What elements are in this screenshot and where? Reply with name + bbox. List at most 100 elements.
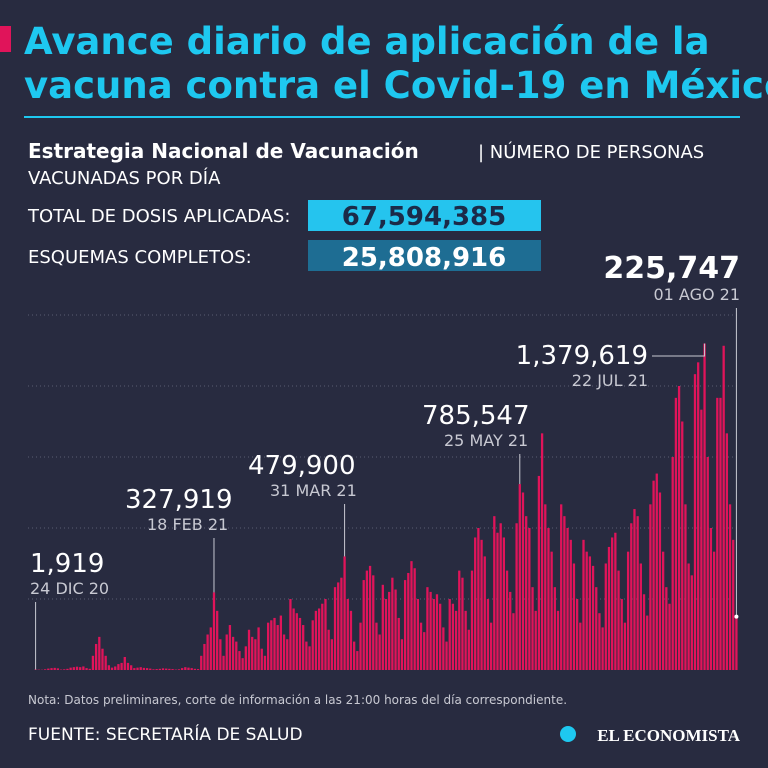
- bar: [591, 565, 595, 670]
- total-label: TOTAL DE DOSIS APLICADAS:: [27, 206, 290, 227]
- bar: [403, 580, 407, 670]
- bar: [611, 537, 614, 670]
- annotation-value: 785,547: [422, 401, 530, 431]
- bar: [203, 643, 206, 670]
- bar: [222, 655, 225, 670]
- bar: [359, 622, 362, 670]
- bar: [56, 668, 60, 670]
- bar: [588, 556, 592, 670]
- bar: [582, 539, 585, 670]
- bar: [94, 643, 98, 670]
- bar: [263, 655, 267, 670]
- bar: [518, 484, 521, 670]
- bar: [244, 646, 247, 670]
- bar: [671, 457, 674, 670]
- bar: [652, 480, 655, 670]
- bar: [706, 457, 709, 670]
- bar: [547, 528, 550, 670]
- bar: [655, 473, 658, 670]
- accent-bar: [0, 26, 11, 52]
- bar: [69, 667, 72, 670]
- bar: [130, 665, 133, 670]
- bar: [725, 433, 728, 670]
- bar: [251, 636, 254, 670]
- complete-label: ESQUEMAS COMPLETOS:: [28, 247, 252, 268]
- bar: [139, 667, 142, 670]
- bar: [120, 662, 123, 670]
- bar: [114, 666, 117, 670]
- annotation-date: 25 MAY 21: [444, 431, 528, 450]
- bar: [544, 504, 547, 670]
- bar: [416, 599, 420, 670]
- title: vacuna contra el Covid-19 en México: [24, 64, 768, 107]
- bar: [499, 523, 502, 670]
- bar: [579, 622, 582, 670]
- logo-icon: [560, 726, 576, 742]
- bar: [649, 504, 652, 670]
- bar: [626, 551, 630, 670]
- bar: [79, 667, 82, 670]
- bar: [703, 343, 706, 670]
- bar: [693, 374, 697, 670]
- bar: [607, 546, 611, 670]
- bar: [298, 617, 302, 670]
- bar: [317, 608, 321, 670]
- bar: [509, 591, 512, 670]
- bar: [282, 634, 286, 670]
- bar: [212, 592, 216, 670]
- bar: [728, 504, 732, 670]
- bar: [378, 634, 381, 670]
- bar: [177, 669, 181, 670]
- bar: [598, 613, 601, 670]
- leader-line: [652, 343, 706, 357]
- bar: [362, 580, 365, 670]
- bar: [324, 599, 327, 670]
- bar: [388, 591, 391, 670]
- bar: [356, 651, 359, 670]
- bar: [321, 603, 324, 670]
- bar: [470, 570, 474, 670]
- bar: [620, 599, 623, 670]
- bar: [407, 572, 410, 670]
- bar: [50, 668, 53, 670]
- bar: [98, 636, 101, 670]
- bar: [171, 669, 174, 670]
- bar: [400, 639, 404, 670]
- bar: [623, 622, 627, 670]
- bar: [684, 504, 687, 670]
- bar: [528, 528, 531, 670]
- annotation-date: 18 FEB 21: [147, 515, 228, 534]
- bar: [273, 617, 276, 670]
- bar: [697, 362, 700, 670]
- bar: [464, 610, 467, 670]
- bar: [88, 668, 91, 670]
- bar: [461, 577, 464, 670]
- bar: [254, 639, 257, 670]
- bar: [668, 603, 671, 670]
- bar: [235, 641, 238, 670]
- annotation-date: 24 DIC 20: [30, 579, 109, 598]
- bar: [429, 591, 432, 670]
- bar: [279, 615, 283, 670]
- bar: [496, 532, 499, 670]
- bar: [410, 561, 413, 670]
- bar: [439, 603, 442, 670]
- bar: [180, 668, 184, 670]
- bar: [295, 613, 298, 670]
- bar: [66, 668, 69, 670]
- bar: [595, 587, 598, 670]
- bar: [257, 627, 260, 670]
- bar: [560, 504, 563, 670]
- bar: [200, 655, 203, 670]
- bar: [716, 397, 719, 670]
- bar: [674, 397, 678, 670]
- bar: [480, 539, 483, 670]
- annotation-value: 479,900: [248, 451, 356, 481]
- bar: [327, 629, 330, 670]
- bar: [289, 599, 292, 670]
- bar: [292, 608, 295, 670]
- total-value: 67,594,385: [342, 202, 506, 232]
- bar: [260, 648, 263, 670]
- bar: [209, 627, 212, 670]
